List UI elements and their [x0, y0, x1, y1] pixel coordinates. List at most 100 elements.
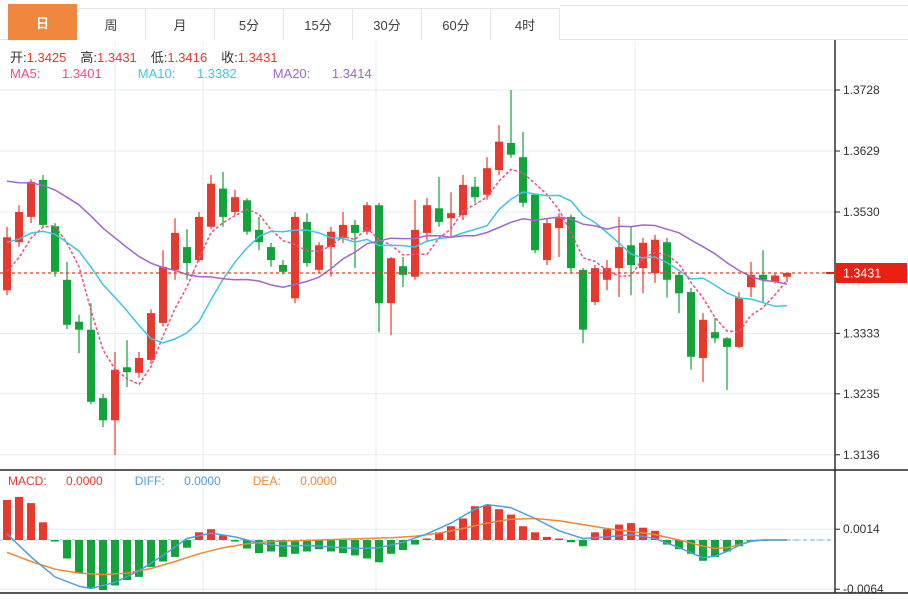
candle-body: [123, 367, 131, 373]
tab-30min[interactable]: 30分: [353, 8, 422, 40]
macd-bar: [495, 509, 503, 540]
candle-body: [387, 258, 395, 304]
macd-bar: [399, 540, 407, 550]
candle-body: [747, 274, 755, 288]
macd-bar: [591, 532, 599, 540]
candle-body: [243, 200, 251, 232]
macd-bar: [639, 527, 647, 540]
candle-body: [687, 292, 695, 357]
candle-body: [327, 231, 335, 248]
macd-bar: [171, 540, 179, 557]
tab-day[interactable]: 日: [8, 4, 77, 40]
close-value: 1.3431: [237, 50, 278, 65]
candle-body: [699, 319, 707, 358]
candle-body: [711, 332, 719, 339]
candle-body: [339, 224, 347, 238]
macd-bar: [507, 514, 515, 540]
low-label: 低:: [150, 50, 168, 65]
low-value: 1.3416: [167, 50, 208, 65]
ohlc-legend: 开:1.3425 高:1.3431 低:1.3416 收:1.3431: [10, 47, 292, 66]
macd-bar: [159, 540, 167, 562]
macd-bar: [231, 540, 239, 542]
macd-bar: [207, 529, 215, 540]
macd-bar: [111, 540, 119, 586]
macd-bar: [255, 540, 263, 554]
candle-body: [459, 184, 467, 216]
macd-bar: [387, 540, 395, 554]
macd-bar: [3, 500, 11, 540]
candle-body: [519, 157, 527, 203]
candle-body: [135, 358, 143, 373]
macd-bar: [603, 529, 611, 540]
candle-body: [87, 329, 95, 402]
candle-body: [291, 216, 299, 299]
macd-bar: [135, 540, 143, 577]
macd-bar: [183, 540, 191, 548]
ma20-legend: MA20: 1.3414: [272, 66, 372, 81]
candle-body: [423, 205, 431, 233]
tab-4hour[interactable]: 4时: [491, 8, 560, 40]
candle-body: [27, 181, 35, 217]
ma5-line: [6, 168, 788, 386]
candle-body: [783, 273, 791, 277]
ma5-legend: MA5: 1.3401: [10, 66, 102, 81]
candle-body: [51, 226, 59, 272]
price-tick-label: 1.3136: [843, 448, 880, 462]
candle-body: [411, 229, 419, 277]
candle-body: [435, 208, 443, 222]
macd-bar: [531, 532, 539, 540]
candle-body: [75, 321, 83, 330]
candle-body: [315, 245, 323, 270]
macd-bar: [75, 540, 83, 574]
candle-body: [279, 265, 287, 272]
candle-body: [195, 216, 203, 261]
candle-body: [3, 237, 11, 291]
macd-bar: [567, 540, 575, 543]
tab-60min[interactable]: 60分: [422, 8, 491, 40]
candle-body: [147, 313, 155, 360]
tab-month[interactable]: 月: [146, 8, 215, 40]
ma10-line: [6, 191, 788, 344]
candle-body: [675, 274, 683, 294]
period-tab-bar: 日 周 月 5分 15分 30分 60分 4时: [0, 0, 908, 40]
high-value: 1.3431: [97, 50, 137, 65]
macd-value-legend: MACD: 0.0000: [8, 474, 103, 488]
tab-bar-filler: [560, 5, 908, 39]
tab-week[interactable]: 周: [77, 8, 146, 40]
diff-value-legend: DIFF: 0.0000: [134, 474, 221, 488]
macd-bar: [147, 540, 155, 567]
candle-body: [39, 180, 47, 225]
candle-body: [267, 247, 275, 261]
macd-bar: [675, 540, 683, 550]
current-price-tag: 1.3431: [826, 263, 907, 283]
price-tick-label: 1.3530: [843, 205, 880, 219]
macd-bar: [363, 540, 371, 559]
price-tick-label: 1.3629: [843, 144, 880, 158]
macd-legend: MACD: 0.0000 DIFF: 0.0000 DEA: 0.0000: [8, 474, 369, 488]
tab-5min[interactable]: 5分: [215, 8, 284, 40]
tab-15min[interactable]: 15分: [284, 8, 353, 40]
price-tick-label: 1.3333: [843, 326, 880, 340]
macd-bar: [687, 540, 695, 554]
candle-body: [555, 218, 563, 228]
macd-bar: [411, 540, 419, 545]
panel-borders: [0, 40, 908, 594]
grid-lines: [0, 41, 835, 592]
macd-bar: [15, 496, 23, 540]
macd-bar: [27, 503, 35, 540]
macd-bar: [87, 540, 95, 589]
candle-body: [723, 338, 731, 347]
macd-bar: [735, 540, 743, 547]
macd-bar: [267, 540, 275, 552]
main-chart-surface[interactable]: [0, 40, 835, 470]
candle-body: [303, 221, 311, 264]
candle-body: [207, 183, 215, 227]
candle-body: [591, 268, 599, 302]
macd-chart-surface[interactable]: [0, 470, 835, 593]
candle-body: [99, 398, 107, 421]
close-label: 收:: [221, 50, 238, 65]
macd-bar: [651, 530, 659, 540]
candle-body: [159, 266, 167, 323]
candle-body: [111, 369, 119, 421]
macd-bar: [327, 540, 335, 552]
